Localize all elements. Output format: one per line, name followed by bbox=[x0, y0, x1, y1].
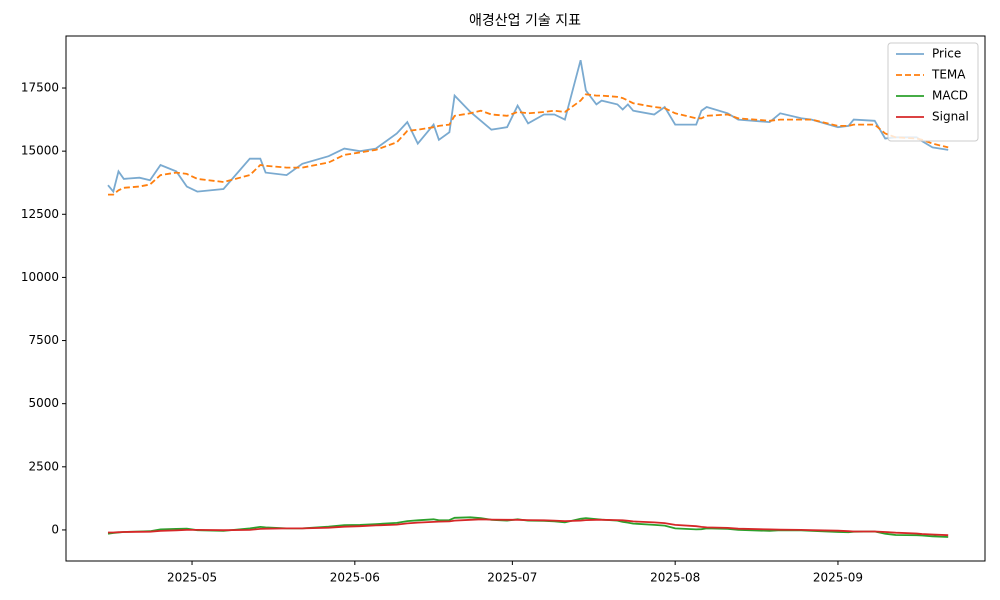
y-tick-label: 2500 bbox=[28, 459, 59, 473]
x-tick-label: 2025-07 bbox=[487, 571, 537, 585]
y-tick-label: 15000 bbox=[21, 144, 59, 158]
y-tick-label: 12500 bbox=[21, 207, 59, 221]
x-tick-label: 2025-05 bbox=[167, 571, 217, 585]
legend-label: MACD bbox=[932, 89, 968, 103]
plot-frame bbox=[65, 35, 986, 562]
y-tick-label: 17500 bbox=[21, 81, 59, 95]
legend-label: Price bbox=[932, 47, 961, 61]
x-tick-label: 2025-06 bbox=[330, 571, 380, 585]
x-tick-label: 2025-09 bbox=[813, 571, 863, 585]
legend-label: Signal bbox=[932, 110, 969, 124]
y-tick-label: 7500 bbox=[28, 333, 59, 347]
y-tick-label: 10000 bbox=[21, 270, 59, 284]
x-tick-label: 2025-08 bbox=[650, 571, 700, 585]
y-tick-label: 5000 bbox=[28, 396, 59, 410]
legend-label: TEMA bbox=[931, 68, 966, 82]
series-line bbox=[108, 518, 949, 537]
y-tick-label: 0 bbox=[51, 522, 59, 536]
series-line bbox=[107, 59, 949, 194]
series-line bbox=[108, 93, 949, 196]
chart-title: 애경산업 기술 지표 bbox=[469, 13, 581, 29]
